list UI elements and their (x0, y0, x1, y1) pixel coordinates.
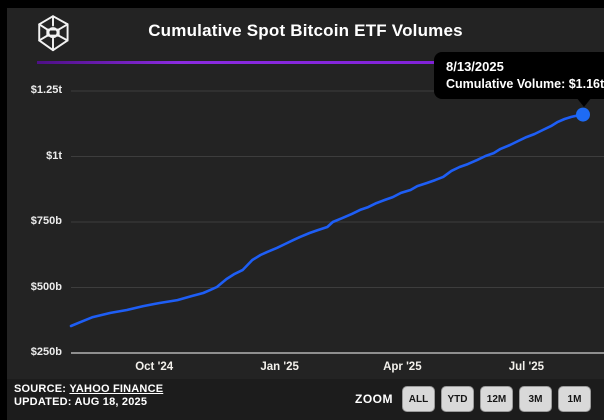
source-link[interactable]: YAHOO FINANCE (69, 383, 164, 395)
y-axis-tick-label: $500b (30, 280, 62, 293)
x-axis-tick-label: Jul '25 (508, 361, 545, 373)
y-axis-tick-label: $250b (30, 346, 62, 358)
x-axis-tick-label: Jan '25 (260, 361, 299, 373)
highlighted-data-point (576, 107, 590, 122)
updated-line: UPDATED: AUG 18, 2025 (14, 396, 148, 408)
accent-divider (37, 61, 604, 64)
x-axis-tick-label: Oct '24 (135, 361, 174, 373)
page-title: Cumulative Spot Bitcoin ETF Volumes (148, 21, 463, 40)
cumulative-volume-line (69, 113, 585, 328)
zoom-button-1m[interactable]: 1M (558, 386, 591, 412)
tooltip-value: Cumulative Volume: $1.16t (446, 77, 604, 91)
zoom-button-all[interactable]: ALL (402, 386, 435, 412)
the-block-cube-logo-icon[interactable] (36, 13, 70, 55)
tooltip-pointer-arrow (576, 97, 592, 107)
zoom-button-3m[interactable]: 3M (519, 386, 552, 412)
zoom-controls: ZOOM ALL YTD 12M 3M 1M (355, 386, 597, 412)
y-axis-tick-label: $1t (46, 149, 62, 162)
source-line: SOURCE: YAHOO FINANCE (14, 383, 163, 396)
zoom-button-12m[interactable]: 12M (480, 386, 513, 412)
source-label: SOURCE: (14, 383, 67, 395)
zoom-button-ytd[interactable]: YTD (441, 386, 474, 412)
y-axis-tick-label: $1.25t (30, 84, 62, 96)
hover-tooltip: 8/13/2025 Cumulative Volume: $1.16t (434, 52, 604, 99)
tooltip-date: 8/13/2025 (446, 59, 504, 74)
y-axis-tick-label: $750b (30, 215, 62, 227)
source-attribution: SOURCE: YAHOO FINANCE UPDATED: AUG 18, 2… (14, 383, 163, 409)
x-axis-tick-label: Apr '25 (383, 361, 422, 373)
zoom-label: ZOOM (355, 392, 393, 406)
